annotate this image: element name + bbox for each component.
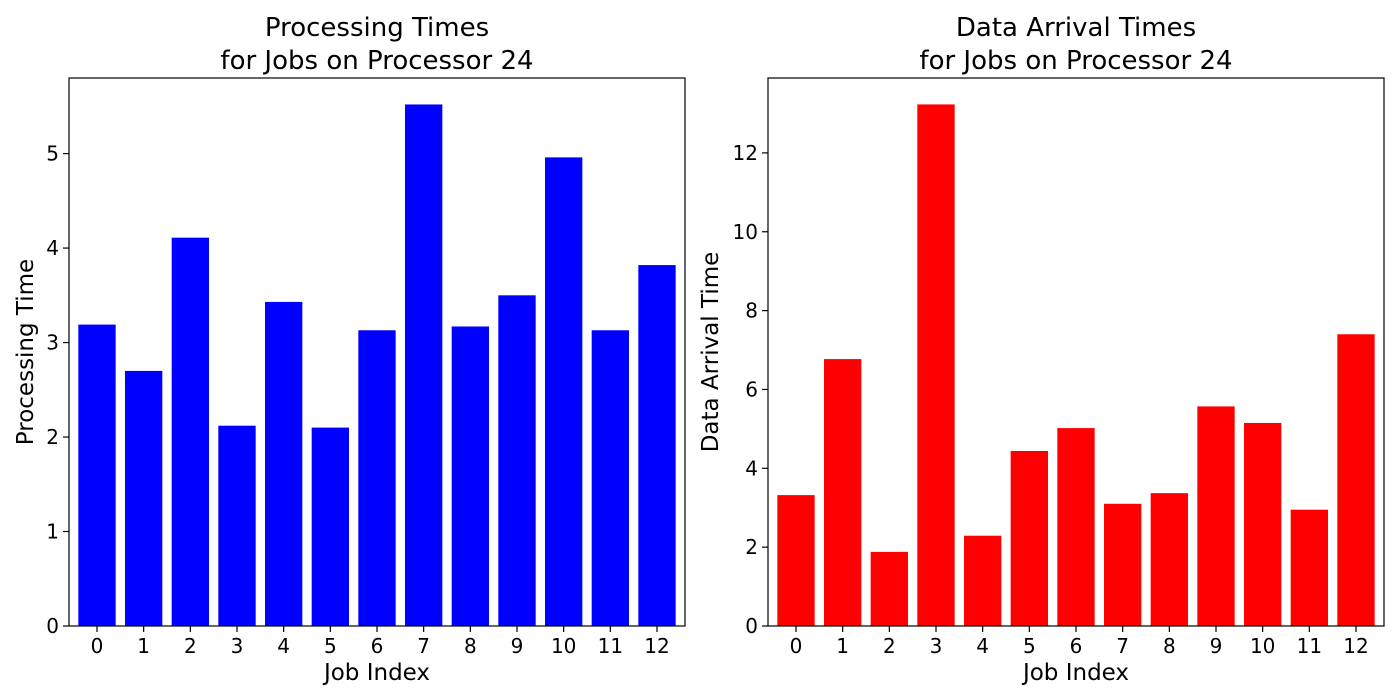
bar-0 bbox=[777, 495, 815, 626]
y-tick-label: 3 bbox=[46, 331, 59, 355]
x-tick-label: 0 bbox=[91, 634, 104, 658]
x-tick-label: 9 bbox=[511, 634, 524, 658]
y-tick-label: 0 bbox=[46, 614, 59, 638]
bar-5 bbox=[311, 427, 349, 626]
bar-11 bbox=[591, 330, 629, 626]
plot-frame bbox=[767, 77, 1385, 627]
x-tick-label: 6 bbox=[1070, 634, 1083, 658]
bar-7 bbox=[1104, 503, 1142, 626]
chart-title-line-1: Processing Times bbox=[265, 13, 489, 43]
bar-11 bbox=[1290, 509, 1328, 626]
x-axis-label: Job Index bbox=[1021, 660, 1129, 686]
bar-1 bbox=[824, 359, 862, 626]
x-tick-label: 7 bbox=[417, 634, 430, 658]
y-tick-label: 4 bbox=[745, 456, 758, 480]
x-tick-label: 5 bbox=[324, 634, 337, 658]
y-axis-label: Data Arrival Time bbox=[698, 252, 724, 453]
y-tick-label: 10 bbox=[733, 220, 758, 244]
bar-6 bbox=[358, 330, 396, 626]
bar-10 bbox=[1244, 422, 1282, 626]
bar-7 bbox=[405, 104, 443, 626]
y-tick-label: 4 bbox=[46, 236, 59, 260]
x-tick-label: 6 bbox=[371, 634, 384, 658]
bar-4 bbox=[265, 301, 303, 626]
bar-4 bbox=[964, 535, 1002, 626]
x-tick-label: 10 bbox=[1250, 634, 1275, 658]
x-tick-label: 3 bbox=[930, 634, 943, 658]
x-tick-label: 0 bbox=[790, 634, 803, 658]
x-axis-label: Job Index bbox=[322, 660, 430, 686]
bar-0 bbox=[78, 324, 116, 626]
x-tick-label: 11 bbox=[598, 634, 623, 658]
x-tick-label: 10 bbox=[551, 634, 576, 658]
bar-10 bbox=[545, 157, 583, 626]
chart-title-line-2: for Jobs on Processor 24 bbox=[919, 46, 1232, 76]
bar-9 bbox=[1197, 406, 1235, 626]
y-tick-label: 5 bbox=[46, 142, 59, 166]
x-tick-label: 5 bbox=[1023, 634, 1036, 658]
processing-times-chart: Processing Times for Jobs on Processor 2… bbox=[13, 13, 686, 686]
y-tick-label: 6 bbox=[745, 377, 758, 401]
bar-3 bbox=[218, 425, 256, 626]
x-tick-label: 8 bbox=[464, 634, 477, 658]
bar-9 bbox=[498, 295, 536, 626]
x-tick-label: 7 bbox=[1116, 634, 1129, 658]
x-tick-label: 2 bbox=[883, 634, 896, 658]
bar-2 bbox=[171, 237, 209, 626]
x-tick-label: 4 bbox=[976, 634, 989, 658]
bar-5 bbox=[1010, 450, 1048, 626]
x-tick-label: 11 bbox=[1297, 634, 1322, 658]
data-arrival-times-chart: Data Arrival Times for Jobs on Processor… bbox=[698, 13, 1385, 686]
y-tick-label: 2 bbox=[46, 425, 59, 449]
x-tick-label: 12 bbox=[644, 634, 669, 658]
y-tick-label: 1 bbox=[46, 520, 59, 544]
x-tick-label: 3 bbox=[231, 634, 244, 658]
chart-title-line-1: Data Arrival Times bbox=[956, 13, 1196, 43]
bar-12 bbox=[1337, 334, 1375, 626]
bars bbox=[78, 104, 676, 626]
x-tick-label: 9 bbox=[1210, 634, 1223, 658]
bar-3 bbox=[917, 104, 955, 626]
x-tick-label: 8 bbox=[1163, 634, 1176, 658]
bars bbox=[777, 104, 1375, 626]
y-axis-label: Processing Time bbox=[13, 259, 39, 445]
plot-frame bbox=[68, 77, 686, 627]
x-tick-label: 1 bbox=[137, 634, 150, 658]
y-tick-label: 0 bbox=[745, 614, 758, 638]
x-tick-label: 4 bbox=[277, 634, 290, 658]
bar-1 bbox=[125, 370, 163, 626]
y-tick-label: 2 bbox=[745, 535, 758, 559]
chart-title-line-2: for Jobs on Processor 24 bbox=[220, 46, 533, 76]
x-tick-label: 1 bbox=[836, 634, 849, 658]
bar-2 bbox=[870, 551, 908, 626]
y-tick-label: 8 bbox=[745, 299, 758, 323]
x-tick-label: 12 bbox=[1343, 634, 1368, 658]
bar-8 bbox=[451, 326, 489, 626]
bar-8 bbox=[1150, 493, 1188, 626]
y-tick-label: 12 bbox=[733, 141, 758, 165]
x-tick-label: 2 bbox=[184, 634, 197, 658]
bar-12 bbox=[638, 265, 676, 626]
bar-6 bbox=[1057, 428, 1095, 626]
